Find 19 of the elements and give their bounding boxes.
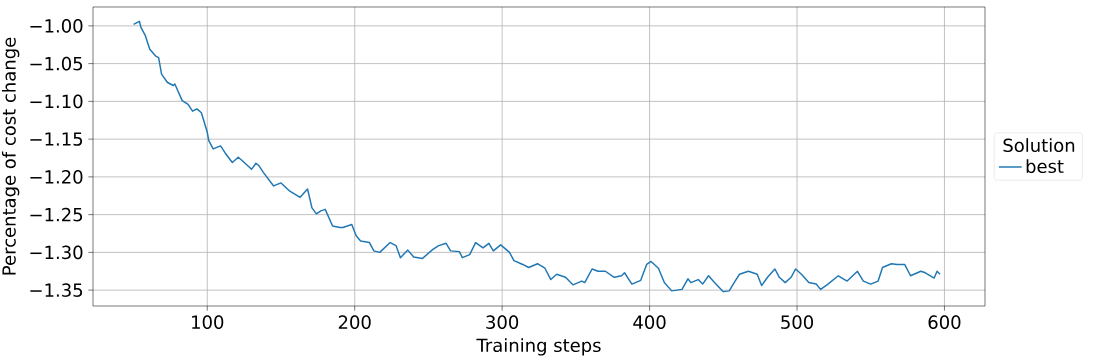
x-axis-title: Training steps xyxy=(476,338,601,356)
y-tick-label: −1.30 xyxy=(30,245,83,260)
y-tick-label: −1.10 xyxy=(30,94,83,109)
line-series xyxy=(132,20,941,293)
y-tick-label: −1.00 xyxy=(30,19,83,33)
x-tick-label: 400 xyxy=(633,315,666,329)
x-tick-label: 200 xyxy=(338,315,371,329)
legend-title: Solution xyxy=(1003,138,1075,153)
x-tick-label: 500 xyxy=(781,315,813,329)
x-tick-label: 600 xyxy=(928,315,961,329)
y-axis-title: Percentage of cost change xyxy=(1,37,20,275)
y-tick-label: −1.35 xyxy=(30,283,83,297)
y-tick-label: −1.20 xyxy=(30,170,83,184)
legend-label: best xyxy=(1026,159,1064,174)
x-tick-label: 100 xyxy=(192,315,224,329)
x-tick-label: 300 xyxy=(486,315,519,329)
y-tick-label: −1.15 xyxy=(30,132,83,146)
y-tick-label: −1.25 xyxy=(30,207,83,222)
y-tick-label: −1.05 xyxy=(30,56,83,71)
